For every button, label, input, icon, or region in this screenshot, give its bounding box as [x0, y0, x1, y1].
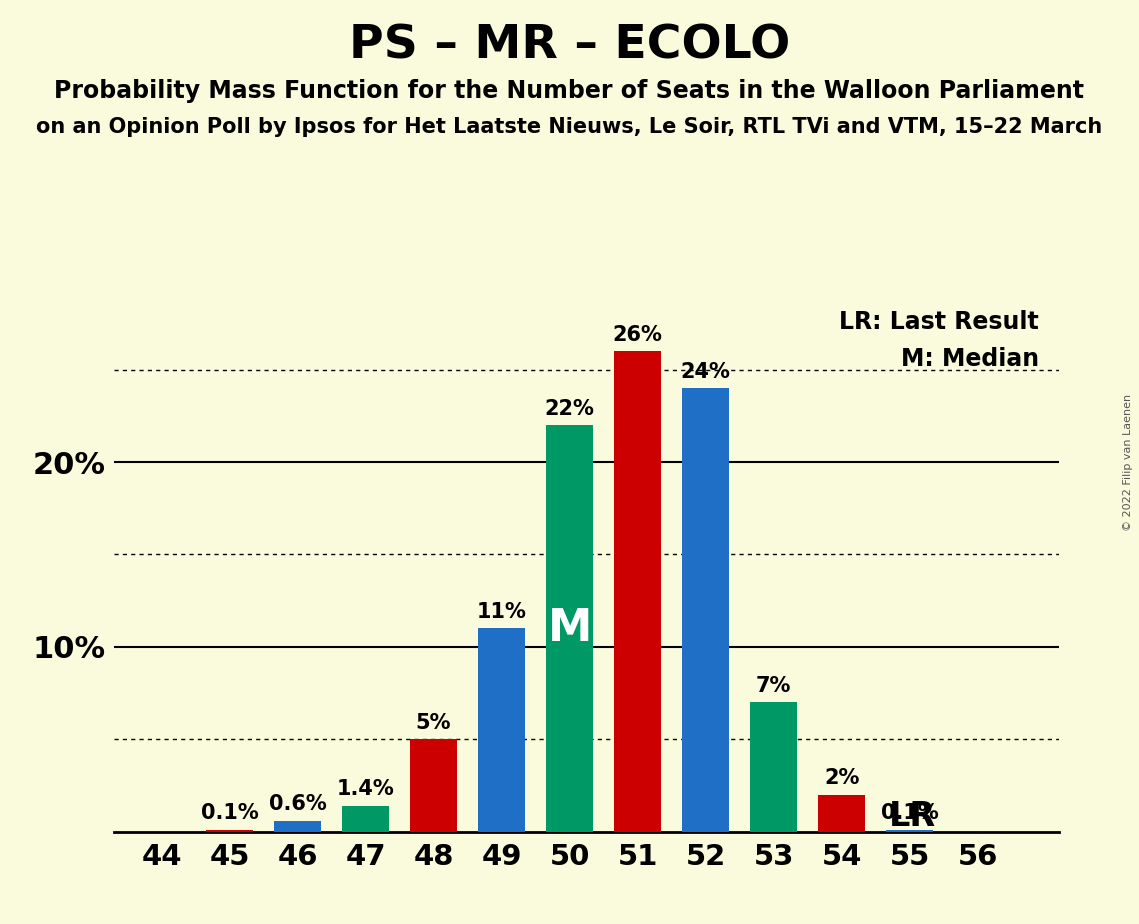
Text: PS – MR – ECOLO: PS – MR – ECOLO: [349, 23, 790, 68]
Text: LR: Last Result: LR: Last Result: [839, 310, 1039, 334]
Text: 0.1%: 0.1%: [880, 803, 939, 823]
Bar: [886, 830, 934, 832]
Bar: [546, 425, 593, 832]
Text: 22%: 22%: [544, 398, 595, 419]
Text: 0.6%: 0.6%: [269, 794, 327, 814]
Bar: [818, 795, 866, 832]
Text: © 2022 Filip van Laenen: © 2022 Filip van Laenen: [1123, 394, 1133, 530]
Text: 24%: 24%: [681, 361, 730, 382]
Text: M: Median: M: Median: [901, 347, 1039, 371]
Bar: [273, 821, 321, 832]
Text: M: M: [548, 607, 592, 650]
Bar: [682, 388, 729, 832]
Bar: [410, 739, 458, 832]
Text: 5%: 5%: [416, 712, 451, 733]
Text: 11%: 11%: [476, 602, 526, 622]
Text: 1.4%: 1.4%: [337, 779, 394, 799]
Bar: [477, 628, 525, 832]
Text: 7%: 7%: [756, 675, 792, 696]
Text: 26%: 26%: [613, 324, 663, 345]
Text: Probability Mass Function for the Number of Seats in the Walloon Parliament: Probability Mass Function for the Number…: [55, 79, 1084, 103]
Text: 0.1%: 0.1%: [200, 803, 259, 823]
Bar: [206, 830, 253, 832]
Bar: [614, 351, 662, 832]
Text: on an Opinion Poll by Ipsos for Het Laatste Nieuws, Le Soir, RTL TVi and VTM, 15: on an Opinion Poll by Ipsos for Het Laat…: [36, 117, 1103, 138]
Bar: [749, 702, 797, 832]
Text: 2%: 2%: [823, 768, 859, 788]
Text: LR: LR: [890, 800, 936, 833]
Bar: [342, 806, 390, 832]
